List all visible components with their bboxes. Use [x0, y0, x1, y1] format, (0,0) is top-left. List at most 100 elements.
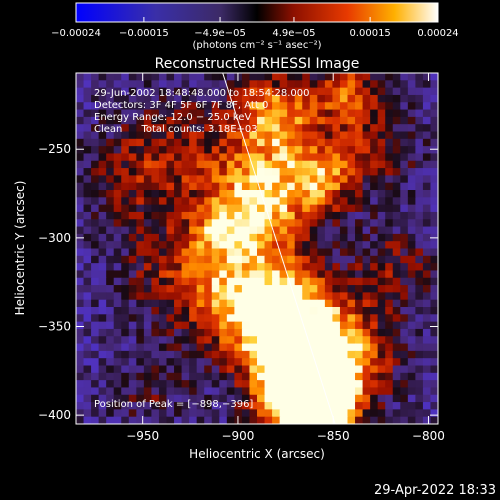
heatmap-cell [370, 153, 379, 162]
heatmap-cell [204, 409, 213, 418]
heatmap-cell [302, 350, 311, 359]
heatmap-cell [128, 328, 137, 337]
heatmap-cell [400, 387, 409, 396]
heatmap-cell [98, 248, 107, 257]
heatmap-cell [196, 350, 205, 359]
heatmap-cell [166, 263, 175, 272]
heatmap-cell [370, 307, 379, 315]
heatmap-cell [332, 343, 341, 352]
heatmap-cell [166, 138, 175, 147]
heatmap-cell [189, 73, 198, 81]
heatmap-cell [219, 416, 228, 424]
heatmap-cell [362, 321, 371, 330]
heatmap-cell [339, 241, 349, 250]
heatmap-cell [189, 314, 198, 323]
heatmap-cell [400, 328, 409, 337]
heatmap-cell [174, 321, 183, 330]
heatmap-cell [211, 226, 220, 235]
heatmap-cell [136, 255, 145, 264]
heatmap-cell [151, 387, 160, 396]
heatmap-cell [76, 263, 85, 272]
heatmap-cell [151, 116, 160, 125]
heatmap-cell [422, 299, 432, 308]
heatmap-cell [166, 124, 175, 133]
heatmap-cell [234, 109, 243, 118]
heatmap-cell [181, 197, 190, 206]
heatmap-cell [264, 336, 273, 345]
heatmap-cell [204, 160, 213, 169]
heatmap-cell [392, 292, 401, 301]
heatmap-cell [309, 153, 318, 162]
heatmap-cell [83, 182, 92, 191]
heatmap-cell [287, 124, 296, 133]
heatmap-cell [257, 138, 266, 147]
heatmap-cell [204, 109, 213, 118]
heatmap-cell [204, 175, 213, 184]
heatmap-cell [83, 372, 92, 381]
heatmap-cell [241, 109, 251, 118]
heatmap-cell [151, 350, 160, 359]
heatmap-cell [362, 197, 371, 206]
heatmap-cell [309, 80, 318, 89]
heatmap-cell [279, 116, 288, 125]
heatmap-cell [143, 197, 153, 206]
heatmap-cell [121, 285, 130, 293]
heatmap-cell [249, 73, 258, 81]
heatmap-cell [143, 372, 153, 381]
heatmap-cell [362, 109, 371, 118]
heatmap-cell [128, 146, 137, 155]
heatmap-cell [385, 416, 394, 424]
heatmap-cell [204, 255, 213, 264]
heatmap-cell [430, 365, 438, 374]
heatmap-cell [211, 197, 220, 206]
heatmap-cell [121, 255, 130, 264]
heatmap-cell [287, 343, 296, 352]
heatmap-cell [91, 94, 100, 103]
heatmap-cell [158, 116, 168, 125]
heatmap-cell [113, 321, 122, 330]
heatmap-cell [339, 73, 349, 81]
heatmap-cell [249, 387, 258, 396]
heatmap-cell [287, 402, 296, 410]
heatmap-cell [272, 87, 281, 96]
heatmap-cell [181, 402, 190, 410]
heatmap-cell [332, 168, 341, 176]
heatmap-cell [385, 211, 394, 220]
heatmap-cell [415, 387, 424, 396]
heatmap-cell [166, 307, 175, 315]
heatmap-cell [158, 307, 168, 315]
heatmap-cell [91, 168, 100, 176]
heatmap-cell [98, 270, 107, 279]
heatmap-cell [151, 168, 160, 176]
heatmap-cell [370, 124, 379, 133]
heatmap-cell [370, 146, 379, 155]
heatmap-cell [324, 219, 334, 228]
heatmap-cell [362, 277, 371, 286]
heatmap-cell [264, 138, 273, 147]
heatmap-cell [377, 372, 386, 381]
heatmap-cell [158, 409, 168, 418]
heatmap-cell [241, 241, 251, 250]
heatmap-cell [226, 219, 235, 228]
x-tick-label: −850 [317, 429, 350, 443]
heatmap-cell [355, 109, 364, 118]
heatmap-cell [143, 233, 153, 242]
heatmap-cell [317, 409, 326, 418]
heatmap-cell [422, 350, 432, 359]
heatmap-cell [422, 409, 432, 418]
heatmap-cell [264, 277, 273, 286]
heatmap-cell [249, 233, 258, 242]
heatmap-cell [83, 175, 92, 184]
heatmap-cell [76, 87, 85, 96]
heatmap-cell [324, 94, 334, 103]
heatmap-cell [249, 409, 258, 418]
heatmap-cell [347, 146, 356, 155]
heatmap-cell [422, 160, 432, 169]
heatmap-cell [279, 328, 288, 337]
heatmap-cell [407, 277, 416, 286]
heatmap-cell [158, 292, 168, 301]
heatmap-cell [166, 233, 175, 242]
heatmap-cell [204, 153, 213, 162]
heatmap-cell [106, 190, 115, 198]
heatmap-cell [166, 336, 175, 345]
